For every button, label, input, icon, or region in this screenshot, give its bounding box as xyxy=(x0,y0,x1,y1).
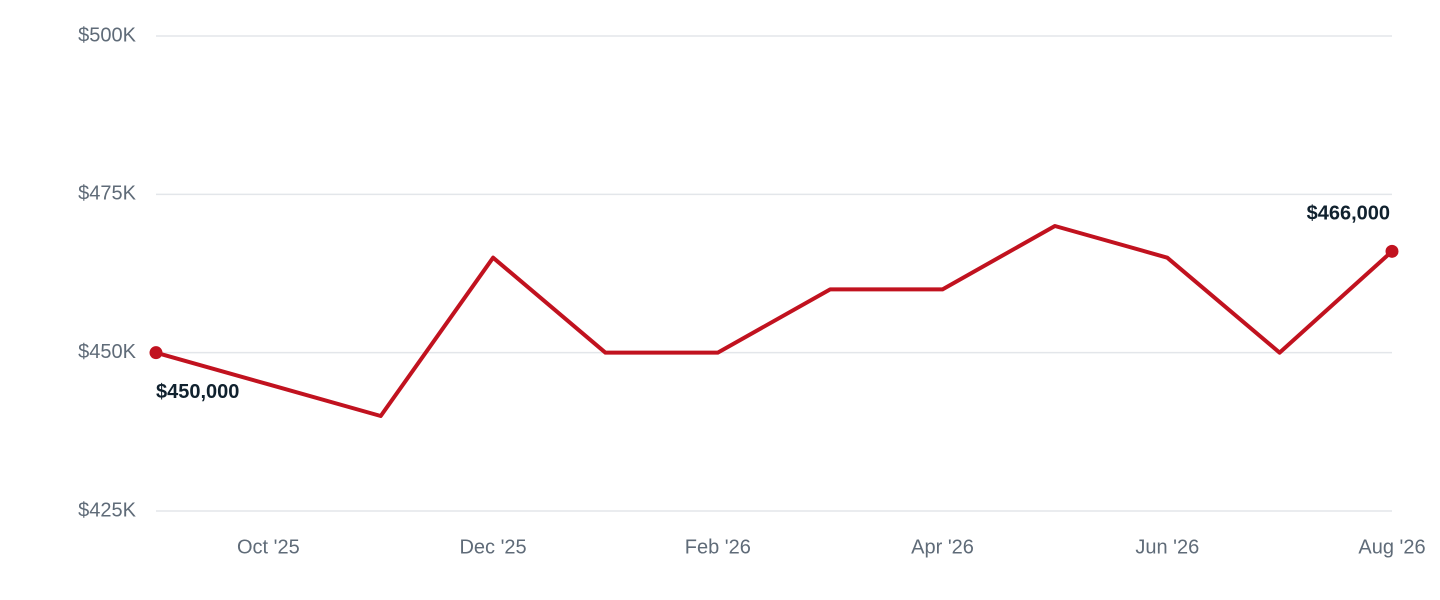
data-label: $466,000 xyxy=(1307,203,1390,225)
data-line xyxy=(155,224,1394,418)
data-label: $450,000 xyxy=(156,381,239,403)
y-tick-label: $475K xyxy=(78,183,136,205)
x-tick-label: Dec '25 xyxy=(459,536,526,558)
y-tick-label: $450K xyxy=(78,341,136,363)
x-tick-label: Apr '26 xyxy=(911,536,974,558)
x-tick-label: Feb '26 xyxy=(685,536,751,558)
x-tick-label: Aug '26 xyxy=(1358,536,1425,558)
x-tick-label: Jun '26 xyxy=(1135,536,1199,558)
y-tick-label: $500K xyxy=(78,24,136,46)
point-marker xyxy=(1385,244,1399,258)
point-marker xyxy=(149,346,163,360)
x-tick-label: Oct '25 xyxy=(237,536,300,558)
y-tick-label: $425K xyxy=(78,499,136,521)
